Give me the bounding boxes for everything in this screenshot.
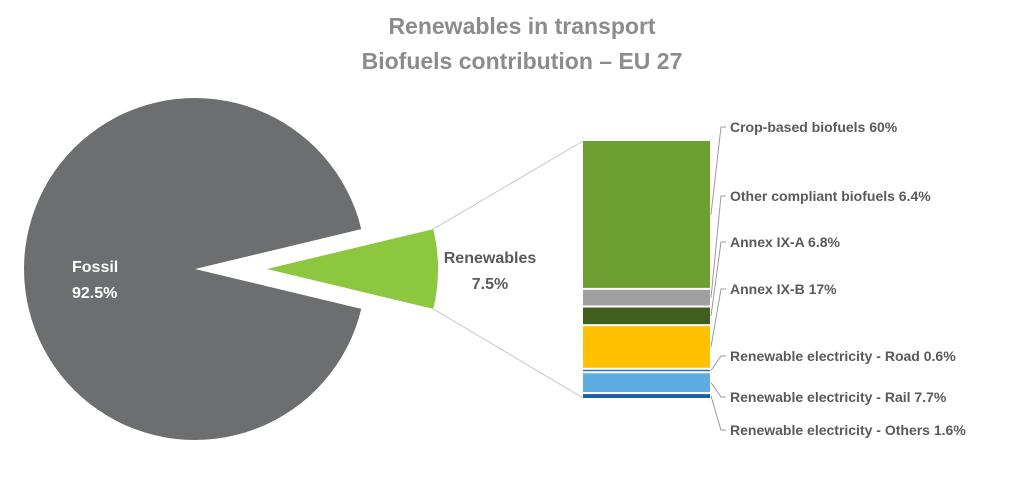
pie-value-renewables: 7.5%: [472, 276, 508, 293]
segment-label-annex-ix-b: Annex IX-B 17%: [730, 281, 837, 297]
pie-slice-renewables: [267, 229, 439, 309]
segment-label-crop-based-biofuels: Crop-based biofuels 60%: [730, 119, 898, 135]
pie-value-fossil: 92.5%: [72, 285, 117, 302]
bar-segment-renewable-electricity-road: [583, 369, 710, 372]
segment-label-renewable-electricity-rail: Renewable electricity - Rail 7.7%: [730, 389, 947, 405]
pie-label-fossil: Fossil: [72, 259, 118, 276]
leader-line-other-compliant-biofuels: [710, 195, 726, 298]
pie-label-renewables: Renewables: [444, 250, 537, 267]
bar-segment-other-compliant-biofuels: [583, 289, 710, 306]
leader-line-annex-ix-b: [710, 288, 726, 348]
breakdown-bar: [583, 141, 710, 398]
segment-label-other-compliant-biofuels: Other compliant biofuels 6.4%: [730, 188, 931, 204]
leader-line-crop-based-biofuels: [710, 126, 726, 215]
segment-label-renewable-electricity-road: Renewable electricity - Road 0.6%: [730, 348, 956, 364]
leader-lines: [710, 126, 726, 431]
bar-segment-annex-ix-a: [583, 307, 710, 325]
leader-line-renewable-electricity-road: [710, 355, 726, 371]
connector-lines: [433, 140, 584, 399]
connector-line-bottom: [433, 308, 584, 399]
bar-segment-renewable-electricity-others: [583, 394, 710, 398]
bar-segment-renewable-electricity-rail: [583, 373, 710, 393]
pie-slice-fossil: [24, 98, 362, 440]
bar-segment-crop-based-biofuels: [583, 141, 710, 288]
bar-segment-annex-ix-b: [583, 326, 710, 368]
chart-title: Renewables in transport: [388, 13, 655, 39]
leader-line-renewable-electricity-others: [710, 395, 726, 431]
segment-label-renewable-electricity-others: Renewable electricity - Others 1.6%: [730, 422, 966, 438]
segment-label-annex-ix-a: Annex IX-A 6.8%: [730, 234, 841, 250]
connector-line-top: [433, 140, 584, 230]
leader-line-renewable-electricity-rail: [710, 382, 726, 398]
breakdown-labels: Crop-based biofuels 60% Other compliant b…: [730, 119, 966, 438]
pie-group: [24, 98, 439, 440]
leader-line-annex-ix-a: [710, 241, 726, 316]
chart-subtitle: Biofuels contribution – EU 27: [362, 48, 683, 74]
